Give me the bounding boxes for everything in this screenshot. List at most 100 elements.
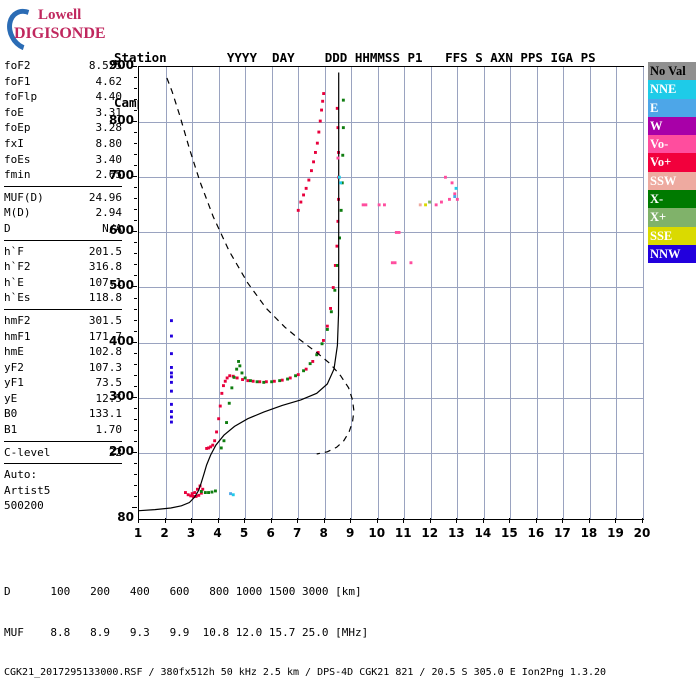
x-axis-tick — [483, 518, 484, 523]
x-axis-tick-label: 4 — [213, 526, 222, 540]
grid-line-vertical — [245, 67, 246, 519]
param-label: M(D) — [4, 206, 31, 220]
param-label: yF1 — [4, 376, 24, 390]
legend-item-sse[interactable]: SSE — [648, 226, 696, 245]
autoscaler-name: Artist5 — [4, 483, 51, 497]
param-label: h`F2 — [4, 260, 31, 274]
param-group-profile: hmF2 301.5 hmF1 171.7 hmE 102.8 yF2 107.3 yF… — [4, 313, 122, 438]
grid-line-vertical — [219, 67, 220, 519]
y-axis-tick — [134, 430, 137, 431]
y-axis-tick — [132, 176, 137, 177]
x-axis-tick — [642, 518, 643, 523]
legend-item-e[interactable]: E — [648, 98, 696, 117]
y-axis-tick-label: 600 — [108, 223, 134, 238]
x-axis-tick-label: 19 — [607, 526, 624, 540]
y-axis-tick-label: 200 — [108, 443, 134, 458]
param-label: foE — [4, 105, 24, 119]
x-axis-tick-label: 8 — [319, 526, 328, 540]
legend-item-nnw[interactable]: NNW — [648, 244, 696, 264]
param-row: foEs 3.40 — [4, 152, 122, 168]
legend-item-vo-[interactable]: Vo- — [648, 135, 696, 154]
param-label: fxI — [4, 136, 24, 150]
param-row: hmE 102.8 — [4, 344, 122, 360]
param-label: h`Es — [4, 291, 31, 305]
series-x-trace-x-x- — [199, 98, 345, 494]
param-label: foEp — [4, 121, 31, 135]
param-label: hmE — [4, 345, 24, 359]
footer-file-row: CGK21_2017295133000.RSF / 380fx512h 50 k… — [4, 667, 607, 678]
ionogram-traces — [139, 72, 459, 512]
grid-line-vertical — [537, 67, 538, 519]
legend-item-x-[interactable]: X- — [648, 190, 696, 209]
y-axis-tick-label: 700 — [108, 168, 134, 183]
y-axis-tick — [134, 143, 137, 144]
grid-line-vertical — [325, 67, 326, 519]
x-axis-tick-label: 20 — [633, 526, 651, 540]
divider — [4, 239, 122, 241]
grid-line-horizontal — [139, 398, 643, 399]
y-axis-tick — [132, 121, 137, 122]
param-value: N/A — [102, 221, 122, 235]
param-label: foF1 — [4, 74, 31, 88]
divider — [4, 185, 122, 187]
legend-item-x-[interactable]: X+ — [648, 208, 696, 227]
y-axis-tick — [134, 88, 137, 89]
param-label: yF2 — [4, 360, 24, 374]
logo-digisonde-text: DIGISONDE — [14, 25, 106, 42]
legend-item-no-val[interactable]: No Val — [648, 62, 696, 81]
grid-line-vertical — [590, 67, 591, 519]
legend-item-vo-[interactable]: Vo+ — [648, 153, 696, 172]
grid-line-horizontal — [139, 287, 643, 288]
param-row: foEp 3.28 — [4, 120, 122, 136]
x-axis-tick — [244, 518, 245, 523]
param-label: h`E — [4, 275, 24, 289]
y-axis-tick — [134, 77, 137, 78]
legend-item-w[interactable]: W — [648, 116, 696, 136]
grid-line-vertical — [298, 67, 299, 519]
logo-lowell-text: Lowell — [38, 7, 82, 23]
param-row: foF2 8.525 — [4, 58, 122, 74]
footer-muf-row: MUF 8.8 8.9 9.3 9.9 10.8 12.0 15.7 25.0 … — [4, 625, 369, 639]
param-label: C-level — [4, 445, 51, 459]
y-axis-tick — [134, 375, 137, 376]
y-axis-tick — [134, 386, 137, 387]
param-value: 4.62 — [95, 74, 123, 88]
x-axis-tick-label: 11 — [394, 526, 412, 540]
grid-line-vertical — [616, 67, 617, 519]
y-axis-tick — [134, 220, 137, 221]
param-value: 133.1 — [88, 407, 122, 421]
y-axis-tick — [134, 364, 137, 365]
series-sporadic-e-high-range-echoes — [361, 175, 459, 265]
legend-item-nne[interactable]: NNE — [648, 80, 696, 99]
param-value: 3.40 — [95, 152, 123, 166]
grid-line-vertical — [457, 67, 458, 519]
param-value: 3.31 — [95, 105, 123, 119]
footer-distance-row: D 100 200 400 600 800 1000 1500 3000 [km… — [4, 585, 362, 598]
param-label: hmF2 — [4, 313, 31, 327]
param-row: yE 12.5 — [4, 391, 122, 407]
x-axis-tick — [509, 518, 510, 523]
y-axis-tick — [132, 286, 137, 287]
param-value: 3.28 — [95, 121, 123, 135]
param-value: 171.7 — [88, 329, 122, 343]
x-axis-tick-label: 2 — [160, 526, 169, 540]
ionogram-plot-area[interactable] — [138, 66, 644, 520]
param-value: 316.8 — [88, 260, 122, 274]
param-row: hmF1 171.7 — [4, 329, 122, 345]
x-axis-tick — [536, 518, 537, 523]
grid-line-vertical — [272, 67, 273, 519]
param-label: h`F — [4, 244, 24, 258]
legend-item-ssw[interactable]: SSW — [648, 171, 696, 191]
x-axis-tick — [589, 518, 590, 523]
x-axis-ticks — [138, 518, 643, 524]
y-axis-tick — [134, 99, 137, 100]
param-value: 4.40 — [95, 90, 123, 104]
y-axis-tick — [132, 66, 137, 67]
param-label: B0 — [4, 407, 18, 421]
x-axis-tick-label: 17 — [554, 526, 571, 540]
y-axis-tick — [134, 353, 137, 354]
divider — [4, 308, 122, 310]
polarization-legend[interactable]: No Val NNE E W Vo- Vo+ SSW X- X+ SSE NNW — [648, 62, 696, 264]
x-axis-tick — [138, 518, 139, 523]
param-value: 102.8 — [88, 345, 122, 359]
